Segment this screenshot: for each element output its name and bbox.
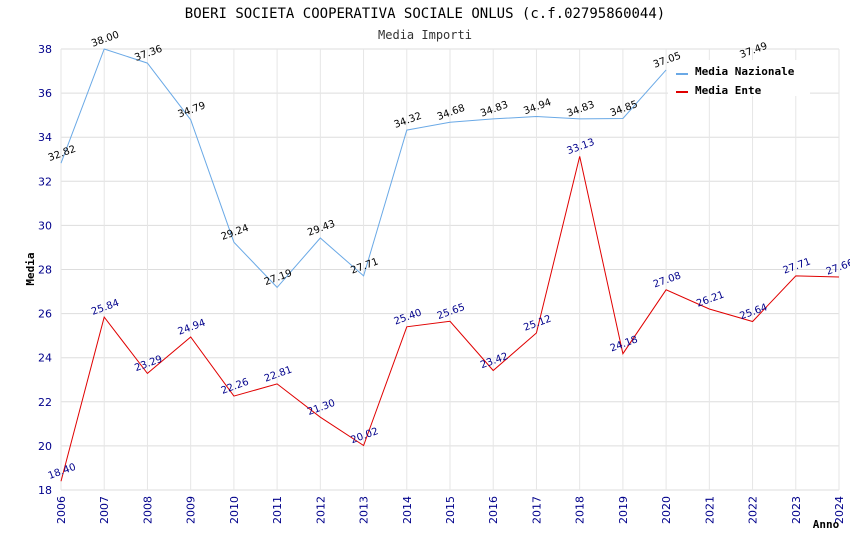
data-label-media-ente: 25.12	[522, 314, 553, 334]
y-tick-label: 38	[38, 43, 52, 56]
x-tick-label: 2009	[185, 496, 198, 524]
x-tick-label: 2012	[314, 496, 327, 524]
x-tick-label: 2020	[660, 496, 673, 524]
x-tick-label: 2008	[141, 496, 154, 524]
data-label-media-ente: 25.65	[436, 302, 467, 322]
data-label-media-ente: 21.30	[306, 398, 337, 418]
data-labels: 32.8238.0037.3634.7929.2427.1929.4327.71…	[47, 30, 850, 482]
y-tick-label: 20	[38, 440, 52, 453]
x-tick-label: 2010	[228, 496, 241, 524]
y-tick-label: 34	[38, 131, 52, 144]
x-tick-label: 2018	[574, 496, 587, 524]
data-label-media-nazionale: 37.49	[738, 41, 769, 61]
y-tick-label: 36	[38, 87, 52, 100]
y-tick-label: 28	[38, 264, 52, 277]
x-axis-ticks: 2006 2007 2008 2009 2010 2011 2012 2013 2014 2015…	[55, 496, 846, 524]
data-label-media-nazionale: 34.83	[479, 99, 510, 119]
x-tick-label: 2016	[487, 496, 500, 524]
data-label-media-ente: 24.94	[176, 318, 207, 338]
data-label-media-ente: 27.66	[825, 258, 850, 278]
y-tick-label: 22	[38, 396, 52, 409]
legend-label-media-nazionale: Media Nazionale	[695, 65, 795, 78]
x-tick-label: 2023	[790, 496, 803, 524]
data-label-media-ente: 23.42	[479, 351, 510, 371]
x-tick-label: 2024	[833, 496, 846, 524]
data-label-media-nazionale: 34.94	[522, 97, 553, 117]
data-label-media-ente: 33.13	[565, 137, 596, 157]
data-label-media-ente: 18.40	[47, 462, 78, 482]
x-tick-label: 2014	[401, 496, 414, 524]
x-tick-label: 2017	[530, 496, 543, 524]
data-label-media-nazionale: 38.00	[90, 30, 121, 50]
data-label-media-ente: 22.81	[263, 365, 294, 385]
y-tick-label: 24	[38, 352, 52, 365]
x-tick-label: 2015	[444, 496, 457, 524]
x-tick-label: 2006	[55, 496, 68, 524]
y-tick-label: 26	[38, 308, 52, 321]
chart-subtitle: Media Importi	[378, 28, 472, 42]
y-axis-ticks: 18 20 22 24 26 28 30 32 34 36 38	[38, 43, 52, 497]
y-tick-label: 30	[38, 219, 52, 232]
x-tick-label: 2021	[703, 496, 716, 524]
series-lines	[60, 49, 840, 482]
data-label-media-nazionale: 34.68	[436, 103, 467, 123]
y-tick-label: 32	[38, 175, 52, 188]
x-tick-label: 2022	[747, 496, 760, 524]
x-tick-label: 2013	[358, 496, 371, 524]
data-label-media-ente: 27.08	[652, 270, 683, 290]
data-label-media-nazionale: 34.85	[609, 99, 640, 119]
series-line-media-ente	[60, 156, 840, 482]
data-label-media-ente: 26.21	[695, 290, 726, 310]
y-tick-label: 18	[38, 484, 52, 497]
data-label-media-nazionale: 37.36	[133, 44, 164, 64]
data-label-media-ente: 25.40	[393, 307, 424, 327]
x-tick-label: 2011	[271, 496, 284, 524]
data-label-media-ente: 25.84	[90, 298, 121, 318]
legend-box	[668, 60, 810, 96]
x-axis-label: Anno	[813, 518, 840, 531]
data-label-media-ente: 25.64	[738, 302, 769, 322]
data-label-media-ente: 22.26	[220, 377, 251, 397]
data-label-media-nazionale: 34.79	[176, 100, 207, 120]
data-label-media-nazionale: 27.19	[263, 268, 294, 288]
y-axis-label: Media	[24, 252, 37, 285]
data-label-media-nazionale: 34.83	[565, 99, 596, 119]
data-label-media-ente: 23.29	[133, 354, 164, 374]
gridlines	[60, 48, 840, 491]
legend: Media Nazionale Media Ente	[668, 60, 810, 97]
legend-label-media-ente: Media Ente	[695, 84, 762, 97]
data-label-media-nazionale: 29.43	[306, 219, 337, 239]
chart-title: BOERI SOCIETA COOPERATIVA SOCIALE ONLUS …	[185, 6, 665, 22]
x-tick-label: 2019	[617, 496, 630, 524]
x-tick-label: 2007	[98, 496, 111, 524]
data-label-media-ente: 27.71	[782, 256, 813, 276]
